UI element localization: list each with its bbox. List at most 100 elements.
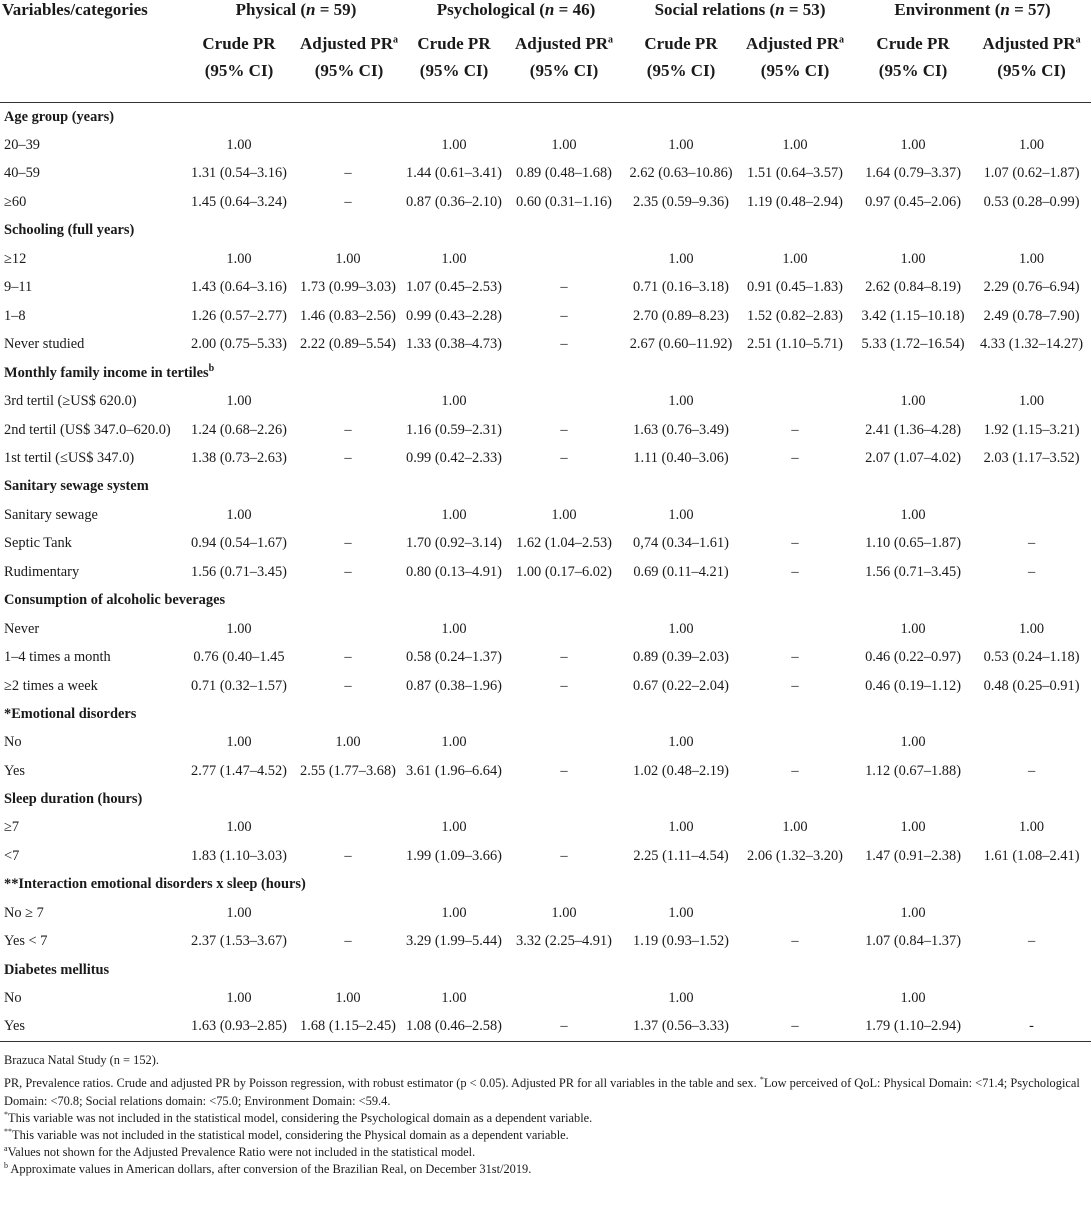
table-row: No ≥ 7 1.00 1.00 1.00 1.00 1.00 <box>0 899 1091 928</box>
adjusted-pr-cell <box>972 501 1091 530</box>
section-title: Sleep duration (hours) <box>4 791 143 808</box>
row-label: ≥7 <box>4 819 20 836</box>
row-label: ≥60 <box>4 193 27 210</box>
section-header-row: Diabetes mellitus <box>0 956 1091 984</box>
adjusted-pr-cell: – <box>344 677 352 694</box>
adjusted-pr-cell <box>972 899 1091 928</box>
adjusted-pr-cell <box>292 131 406 160</box>
adjusted-pr-cell: 1.00 <box>782 136 808 153</box>
adjusted-pr-cell: 1.00 <box>551 136 577 153</box>
adjusted-pr-cell: – <box>344 165 352 182</box>
crude-pr-cell: 1.00 <box>226 734 252 751</box>
adjusted-pr-cell: – <box>560 279 568 296</box>
adjusted-pr-cell <box>292 615 406 644</box>
adjusted-pr-cell: 1.92 (1.15–3.21) <box>983 421 1080 438</box>
adjusted-pr-cell <box>502 984 626 1013</box>
crude-pr-cell: 0.58 (0.24–1.37) <box>406 649 502 666</box>
domain-header-psychological: Psychological (n = 46) <box>436 0 596 19</box>
adjusted-pr-cell <box>736 899 854 928</box>
adjusted-pr-cell: – <box>560 307 568 324</box>
row-label: 3rd tertil (≥US$ 620.0) <box>4 392 137 409</box>
table-row: Never 1.00 1.00 1.00 1.00 1.00 <box>0 615 1091 644</box>
crude-pr-cell: 1.00 <box>441 734 467 751</box>
crude-pr-cell: 1.11 (0.40–3.06) <box>633 450 729 467</box>
adjusted-pr-cell: – <box>344 535 352 552</box>
table-row: No 1.00 1.00 1.00 1.00 1.00 <box>0 729 1091 758</box>
crude-pr-cell: 1.00 <box>441 506 467 523</box>
row-label: Yes < 7 <box>4 933 48 950</box>
table-row: Rudimentary 1.56 (0.71–3.45) – 0.80 (0.13–4… <box>0 558 1091 587</box>
adjusted-pr-cell <box>502 387 626 416</box>
crude-pr-cell: 1.00 <box>226 904 252 921</box>
crude-pr-cell: 1.31 (0.54–3.16) <box>191 165 287 182</box>
crude-pr-cell: 1.00 <box>668 506 694 523</box>
adjusted-pr-cell: 1.07 (0.62–1.87) <box>983 165 1080 182</box>
crude-pr-cell: 5.33 (1.72–16.54) <box>861 336 965 353</box>
adjusted-pr-cell: 2.55 (1.77–3.68) <box>300 762 396 779</box>
adjusted-pr-header: Adjusted PRa (95% CI) <box>292 30 407 103</box>
crude-pr-cell: 1.00 <box>226 136 252 153</box>
row-label: ≥12 <box>4 250 27 267</box>
section-title: **Interaction emotional disorders x slee… <box>4 876 306 893</box>
crude-pr-cell: 2.67 (0.60–11.92) <box>629 336 733 353</box>
adjusted-pr-cell: – <box>560 677 568 694</box>
domain-header-environment: Environment (n = 57) <box>894 0 1051 19</box>
crude-pr-cell: 2.62 (0.84–8.19) <box>865 279 961 296</box>
adjusted-pr-cell <box>502 729 626 758</box>
adjusted-pr-cell <box>972 729 1091 758</box>
crude-pr-cell: 0.80 (0.13–4.91) <box>406 563 502 580</box>
row-label: Septic Tank <box>4 535 72 552</box>
table-row: 1st tertil (≤US$ 347.0) 1.38 (0.73–2.63) –… <box>0 444 1091 473</box>
crude-pr-cell: 0.87 (0.36–2.10) <box>406 193 502 210</box>
adjusted-pr-cell: 1.00 <box>1018 620 1045 637</box>
adjusted-pr-cell: 1.00 <box>1018 392 1045 409</box>
crude-pr-cell: 0.89 (0.39–2.03) <box>633 649 729 666</box>
adjusted-pr-cell: – <box>791 421 799 438</box>
row-label: Yes <box>0 1012 186 1043</box>
crude-pr-cell: 0.67 (0.22–2.04) <box>633 677 729 694</box>
section-title: Monthly family income in tertilesb <box>4 362 215 381</box>
table-row: ≥12 1.00 1.00 1.00 1.00 1.00 1.00 1.00 <box>0 245 1091 274</box>
adjusted-pr-cell: 0.89 (0.48–1.68) <box>516 165 612 182</box>
crude-pr-cell: 1.00 <box>900 620 926 637</box>
row-label: No <box>4 989 22 1006</box>
table-row: 2nd tertil (US$ 347.0–620.0) 1.24 (0.68–2… <box>0 416 1091 445</box>
table-row: 3rd tertil (≥US$ 620.0) 1.00 1.00 1.00 1.00 1… <box>0 387 1091 416</box>
adjusted-pr-cell: – <box>344 848 352 865</box>
adjusted-pr-cell <box>502 245 626 274</box>
adjusted-pr-cell: 1.62 (1.04–2.53) <box>516 535 612 552</box>
adjusted-pr-cell <box>736 984 854 1013</box>
crude-pr-cell: 0.99 (0.42–2.33) <box>406 450 502 467</box>
crude-pr-cell: 0.71 (0.16–3.18) <box>633 279 729 296</box>
row-label: ≥2 times a week <box>4 677 98 694</box>
adjusted-pr-cell: 1.00 <box>1018 250 1045 267</box>
row-label: Sanitary sewage <box>4 506 98 523</box>
crude-pr-cell: 0.69 (0.11–4.21) <box>633 563 729 580</box>
adjusted-pr-cell: – <box>502 1012 627 1043</box>
adjusted-pr-cell: 1.00 (0.17–6.02) <box>516 563 612 580</box>
crude-pr-cell: 1.00 <box>900 734 926 751</box>
footnote-star: *This variable was not included in the s… <box>4 1109 593 1125</box>
adjusted-pr-cell: – <box>791 450 799 467</box>
crude-pr-cell: 1.33 (0.38–4.73) <box>406 336 502 353</box>
adjusted-pr-header: Adjusted PRa (95% CI) <box>972 30 1091 103</box>
crude-pr-cell: 1.63 (0.93–2.85) <box>186 1012 292 1043</box>
domain-header-social: Social relations (n = 53) <box>654 0 826 19</box>
crude-pr-cell: 1.10 (0.65–1.87) <box>865 535 961 552</box>
table-row: Sanitary sewage 1.00 1.00 1.00 1.00 1.00 <box>0 501 1091 530</box>
table-row: Septic Tank 0.94 (0.54–1.67) – 1.70 (0.92–3… <box>0 530 1091 559</box>
adjusted-pr-cell <box>736 615 854 644</box>
adjusted-pr-cell: – <box>560 421 568 438</box>
adjusted-pr-cell: 1.68 (1.15–2.45) <box>292 1012 407 1043</box>
adjusted-pr-cell: – <box>791 933 799 950</box>
table-row: Yes 1.63 (0.93–2.85) 1.68 (1.15–2.45) 1.08 … <box>0 1012 1091 1043</box>
adjusted-pr-cell: 2.06 (1.32–3.20) <box>747 848 843 865</box>
adjusted-pr-cell: 1.61 (1.08–2.41) <box>983 848 1080 865</box>
crude-pr-cell: 1.99 (1.09–3.66) <box>406 848 502 865</box>
section-header-row: Sanitary sewage system <box>0 473 1091 501</box>
adjusted-pr-cell: 1.73 (0.99–3.03) <box>300 279 396 296</box>
adjusted-pr-cell: 1.00 <box>335 734 361 751</box>
adjusted-pr-cell <box>292 899 406 928</box>
table-body: Age group (years) 20–39 1.00 1.00 1.00 1.00 1.… <box>0 103 1091 1043</box>
section-title: *Emotional disorders <box>4 706 137 722</box>
